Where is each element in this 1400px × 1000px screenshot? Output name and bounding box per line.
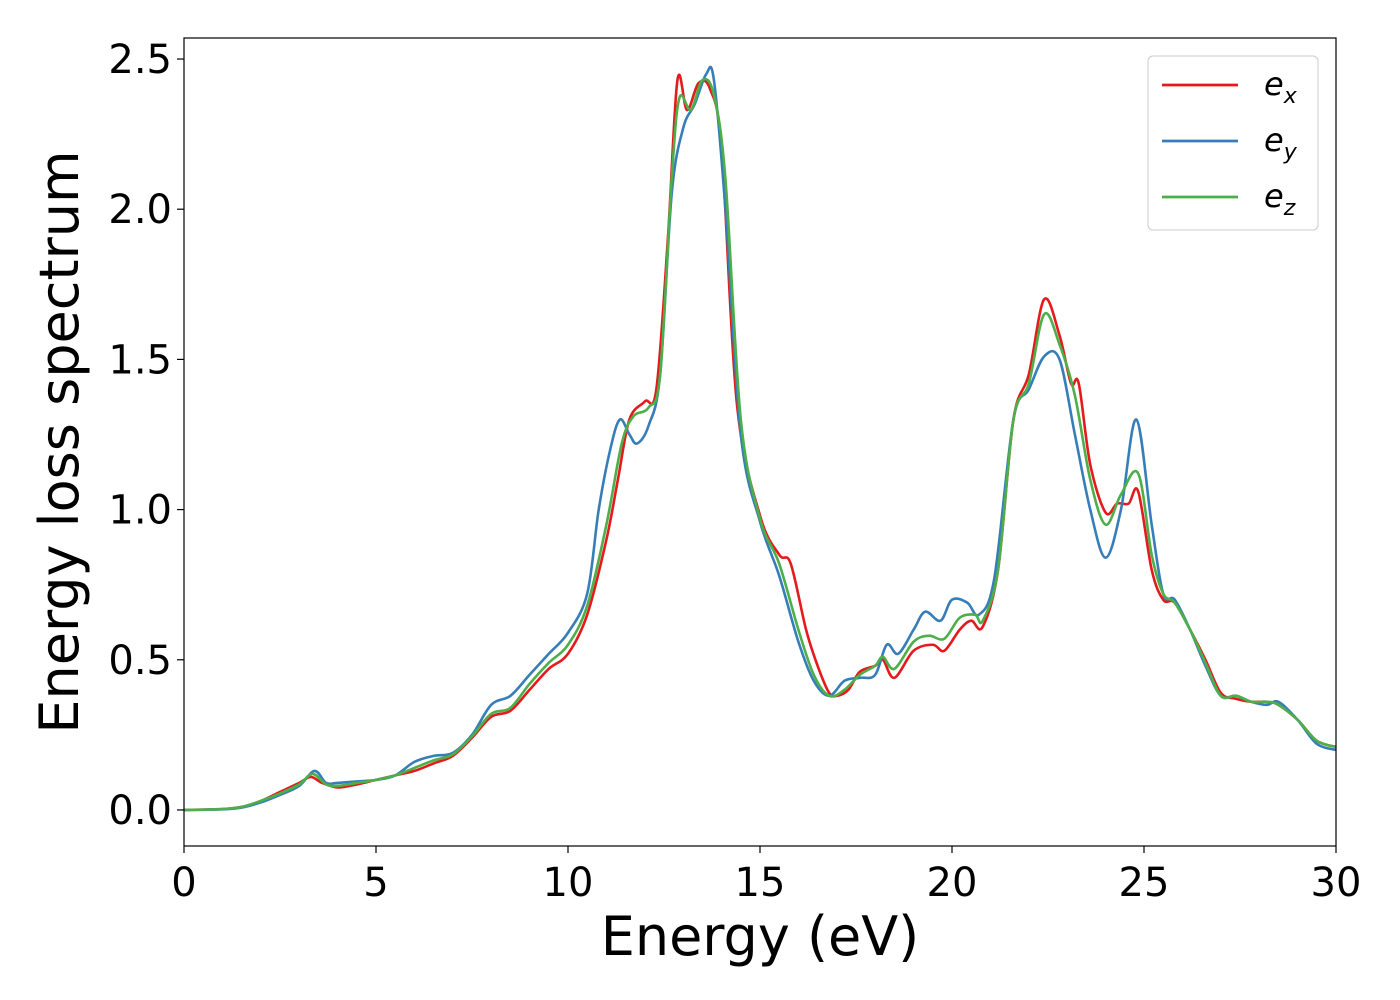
legend-label-base: e xyxy=(1264,65,1284,103)
y-tick-label: 1.5 xyxy=(108,337,172,383)
y-tick-label: 1.0 xyxy=(108,488,172,534)
legend-box xyxy=(1147,55,1319,231)
legend-label-base: e xyxy=(1264,121,1284,159)
series-line-e-z xyxy=(184,77,1336,812)
legend-label-e-x: ex xyxy=(1264,65,1298,109)
legend-label-e-y: ey xyxy=(1264,121,1298,165)
y-tick-label: 2.5 xyxy=(108,37,172,83)
series-group xyxy=(184,65,1336,812)
x-axis: 0 5 10 15 20 25 30 xyxy=(171,846,1361,906)
legend-label-base: e xyxy=(1264,177,1284,215)
series-line-e-x xyxy=(184,73,1336,812)
x-axis-label: Energy (eV) xyxy=(601,905,920,968)
y-tick-label: 0.0 xyxy=(108,788,172,834)
x-tick-label: 10 xyxy=(543,860,594,906)
legend-label-subscript: x xyxy=(1283,84,1298,109)
legend-label-subscript: y xyxy=(1283,140,1298,165)
x-tick-label: 25 xyxy=(1119,860,1170,906)
y-tick-label: 2.0 xyxy=(108,187,172,233)
x-tick-label: 0 xyxy=(171,860,196,906)
legend-label-subscript: z xyxy=(1283,196,1296,221)
x-tick-label: 30 xyxy=(1311,860,1362,906)
y-axis-label: Energy loss spectrum xyxy=(28,150,91,733)
y-axis: 0.0 0.5 1.0 1.5 2.0 2.5 xyxy=(108,37,184,834)
series-line-e-y xyxy=(184,65,1336,812)
legend-label-e-z: ez xyxy=(1264,177,1296,221)
x-tick-label: 15 xyxy=(735,860,786,906)
y-tick-label: 0.5 xyxy=(108,638,172,684)
x-tick-label: 5 xyxy=(363,860,388,906)
plot-area xyxy=(184,65,1336,812)
x-tick-label: 20 xyxy=(927,860,978,906)
